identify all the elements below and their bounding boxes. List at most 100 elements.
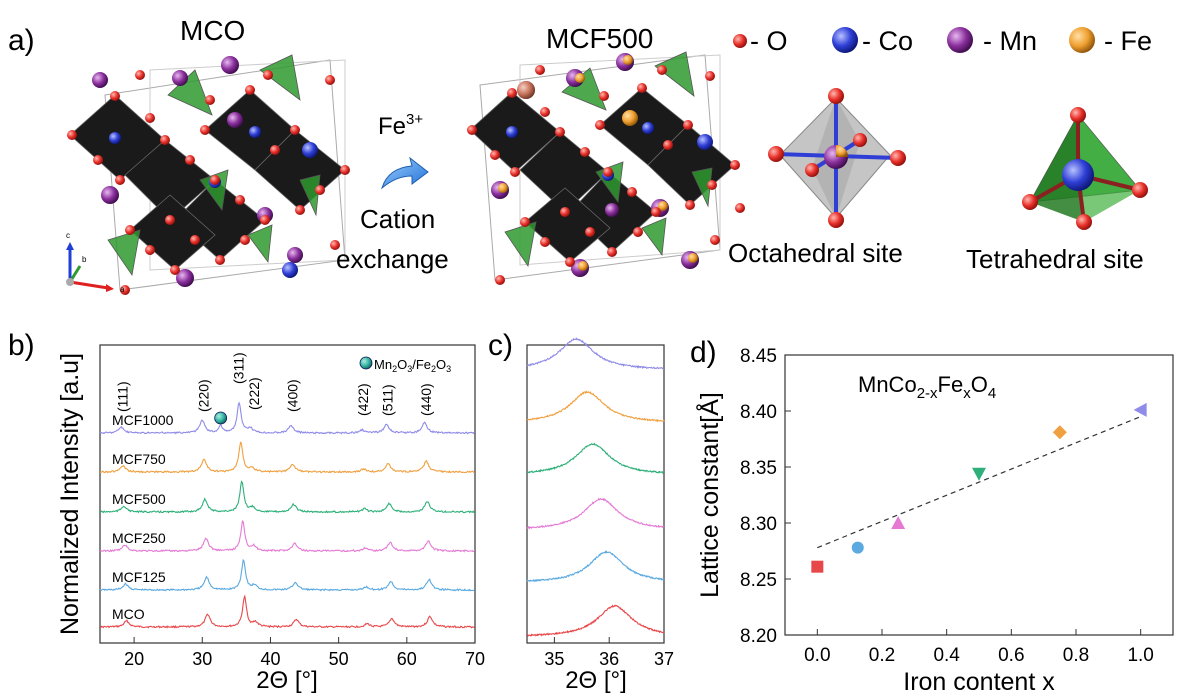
panel-d: d) 0.0 0.2 0.4 0.6 0.8 1.0 8.20 8.25 8.30 8.35 8.4… bbox=[690, 336, 1174, 696]
octahedral-site-illustration: Octahedral site bbox=[728, 88, 906, 268]
y-tick-label: 8.35 bbox=[740, 458, 777, 479]
y-tick-label: 8.45 bbox=[740, 346, 777, 367]
panel-b-plot-frame bbox=[99, 344, 476, 644]
x-tick-label: 35 bbox=[544, 649, 564, 669]
hkl-label: (220) bbox=[196, 379, 212, 412]
series-label-mco: MCO bbox=[112, 606, 145, 622]
x-tick-label: 0.8 bbox=[1063, 645, 1089, 666]
x-tick-label: 0.2 bbox=[869, 645, 895, 666]
curved-arrow-icon bbox=[381, 156, 429, 190]
x-tick-label: 37 bbox=[654, 649, 674, 669]
xrd-pattern-mcf125 bbox=[99, 558, 476, 592]
panel-b-label: b) bbox=[8, 329, 35, 362]
y-tick-label: 8.20 bbox=[740, 626, 777, 647]
hkl-label: (111) bbox=[115, 381, 131, 412]
structure-title-mco: MCO bbox=[180, 15, 245, 46]
x-tick-label: 36 bbox=[599, 649, 619, 669]
legend-mn-label: - Mn bbox=[983, 26, 1037, 56]
series-label-mcf500: MCF500 bbox=[112, 491, 166, 507]
exchange-label: exchange bbox=[336, 244, 449, 274]
y-tick-label: 8.40 bbox=[740, 402, 777, 423]
panel-c-x-ticks: 35 36 37 bbox=[544, 637, 674, 669]
series-label-mcf125: MCF125 bbox=[112, 569, 166, 585]
impurity-marker-icon bbox=[214, 411, 228, 425]
x-tick-label: 0.6 bbox=[998, 645, 1024, 666]
hkl-label: (511) bbox=[380, 384, 396, 416]
x-tick-label: 1.0 bbox=[1127, 645, 1153, 666]
series-label-mcf1000: MCF1000 bbox=[112, 412, 174, 428]
series-label-mcf250: MCF250 bbox=[112, 530, 166, 546]
panel-b-series-labels: MCO MCF125 MCF250 MCF500 MCF750 MCF1000 bbox=[112, 412, 174, 622]
panel-d-label: d) bbox=[690, 336, 717, 369]
x-tick-label: 40 bbox=[260, 649, 280, 669]
hkl-label: (400) bbox=[284, 379, 300, 412]
zoom-peak-line bbox=[526, 337, 664, 370]
xrd-pattern-mcf1000 bbox=[99, 401, 475, 435]
panel-d-ylabel: Lattice constant[Å] bbox=[694, 392, 724, 598]
data-point-triangle-left bbox=[1133, 402, 1147, 417]
linear-fit-line bbox=[817, 416, 1141, 549]
axis-a-label: a bbox=[120, 285, 125, 294]
panel-c: c) 35 36 37 2Θ [°] bbox=[488, 329, 674, 694]
tetrahedral-site-label: Tetrahedral site bbox=[966, 244, 1144, 274]
panel-d-xlabel: Iron content x bbox=[903, 668, 1055, 696]
panel-a-label: a) bbox=[8, 24, 35, 57]
octahedral-site-label: Octahedral site bbox=[728, 238, 903, 268]
x-tick-label: 60 bbox=[397, 649, 417, 669]
hkl-label: (222) bbox=[246, 377, 262, 410]
panel-c-plot-frame bbox=[526, 344, 665, 644]
axes-indicator: c b a bbox=[66, 231, 125, 294]
zoom-peak-line bbox=[526, 550, 665, 583]
x-tick-label: 50 bbox=[329, 649, 349, 669]
hkl-label: (440) bbox=[418, 383, 434, 416]
data-point-diamond bbox=[1052, 425, 1067, 440]
legend-co-label: - Co bbox=[862, 26, 913, 56]
axis-b-label: b bbox=[82, 255, 87, 264]
zoom-peak-line bbox=[526, 497, 665, 530]
y-tick-label: 8.30 bbox=[740, 514, 777, 535]
crystal-structure-mcf500 bbox=[467, 51, 745, 285]
zoom-peak-line bbox=[526, 390, 665, 423]
atom-legend: - O - Co - Mn - Fe bbox=[733, 26, 1152, 56]
panel-d-points bbox=[811, 402, 1147, 573]
x-tick-label: 0.0 bbox=[804, 645, 830, 666]
x-tick-label: 70 bbox=[465, 649, 485, 669]
x-tick-label: 30 bbox=[192, 649, 212, 669]
panel-b-x-ticks: 20 30 40 50 60 70 bbox=[124, 637, 485, 669]
x-tick-label: 20 bbox=[124, 649, 144, 669]
crystal-structure-mco bbox=[67, 54, 350, 295]
structure-title-mcf500: MCF500 bbox=[546, 23, 653, 54]
cation-label: Cation bbox=[360, 204, 435, 234]
series-label-mcf750: MCF750 bbox=[112, 451, 166, 467]
panel-c-xlabel: 2Θ [°] bbox=[565, 667, 627, 694]
panel-b-series bbox=[99, 401, 476, 629]
data-point-circle bbox=[851, 541, 864, 554]
data-point-square bbox=[811, 560, 824, 573]
legend-o-atom-icon bbox=[733, 34, 747, 48]
legend-o-label: - O bbox=[750, 26, 788, 56]
data-point-triangle-down bbox=[972, 467, 986, 481]
axis-c-label: c bbox=[66, 231, 70, 240]
tetrahedral-site-illustration: Tetrahedral site bbox=[966, 107, 1148, 274]
panel-b-ylabel: Normalized Intensity [a.u] bbox=[56, 353, 84, 635]
panel-a: a) MCO MCF500 bbox=[8, 15, 1152, 295]
hkl-label: (311) bbox=[230, 352, 246, 384]
legend-co-atom-icon bbox=[832, 27, 858, 53]
panel-d-ticks: 0.0 0.2 0.4 0.6 0.8 1.0 8.20 8.25 8.30 8.35 8.40 8.… bbox=[740, 346, 1154, 666]
zoom-peak-line bbox=[526, 442, 665, 475]
panel-d-title: MnCo2-xFexO4 bbox=[858, 372, 996, 402]
panel-c-series bbox=[526, 337, 665, 637]
xrd-pattern-mcf500 bbox=[99, 480, 476, 514]
fe3-label: Fe3+ bbox=[378, 111, 423, 140]
xrd-pattern-mcf750 bbox=[99, 441, 475, 474]
panel-d-plot-frame bbox=[784, 354, 1174, 636]
legend-fe-atom-icon bbox=[1069, 27, 1095, 53]
zoom-peak-line bbox=[526, 604, 665, 637]
y-tick-label: 8.25 bbox=[740, 570, 777, 591]
panel-c-label: c) bbox=[488, 329, 513, 362]
xrd-pattern-mco bbox=[99, 594, 475, 629]
impurity-legend: Mn2O3/Fe2O3 bbox=[359, 356, 451, 374]
hkl-label: (422) bbox=[355, 383, 371, 416]
impurity-legend-icon bbox=[359, 356, 373, 370]
